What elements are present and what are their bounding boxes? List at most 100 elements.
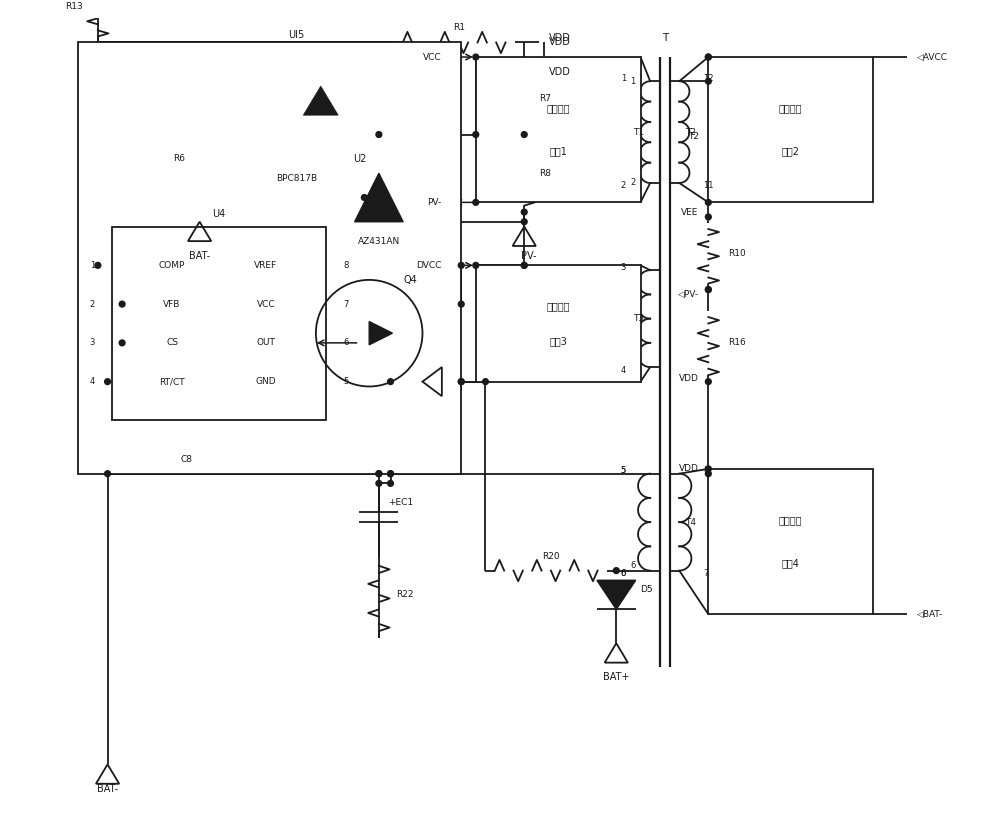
Text: ◁PV-: ◁PV- — [678, 290, 699, 299]
Text: R13: R13 — [66, 2, 83, 11]
Text: 7: 7 — [703, 569, 709, 578]
Bar — [708, 57, 873, 203]
Text: 3: 3 — [90, 338, 95, 347]
Text: VDD: VDD — [548, 66, 570, 77]
Text: D5: D5 — [641, 586, 653, 595]
Circle shape — [458, 379, 464, 385]
Circle shape — [473, 54, 479, 60]
Circle shape — [458, 262, 464, 268]
Circle shape — [473, 199, 479, 205]
Text: VDD: VDD — [679, 374, 699, 383]
Bar — [78, 42, 461, 474]
Circle shape — [521, 262, 527, 268]
Text: 整流滤波: 整流滤波 — [546, 301, 570, 311]
Circle shape — [521, 219, 527, 225]
Text: 6: 6 — [631, 561, 636, 570]
Text: 4: 4 — [90, 377, 95, 386]
Polygon shape — [355, 173, 403, 221]
Circle shape — [376, 132, 382, 137]
Circle shape — [376, 471, 382, 476]
Text: 7: 7 — [343, 300, 348, 309]
Circle shape — [521, 132, 527, 137]
Text: COMP: COMP — [159, 261, 185, 270]
Circle shape — [376, 471, 382, 476]
Text: RT/CT: RT/CT — [159, 377, 185, 386]
Text: T3: T3 — [633, 315, 644, 324]
Text: 3: 3 — [621, 263, 626, 272]
Text: R10: R10 — [728, 248, 745, 257]
Circle shape — [705, 214, 711, 220]
Text: 电路2: 电路2 — [782, 146, 800, 157]
Polygon shape — [369, 322, 392, 345]
Text: 5: 5 — [621, 467, 626, 475]
Circle shape — [376, 480, 382, 486]
Text: R6: R6 — [173, 154, 185, 163]
Circle shape — [473, 132, 479, 137]
Circle shape — [705, 287, 711, 292]
Text: VDD: VDD — [679, 464, 699, 473]
Text: BPC817B: BPC817B — [276, 174, 317, 183]
Bar — [112, 226, 326, 421]
Polygon shape — [303, 86, 338, 115]
Text: 1: 1 — [630, 77, 636, 86]
Text: 6: 6 — [343, 338, 348, 347]
Text: CS: CS — [166, 338, 178, 347]
Text: T: T — [662, 33, 668, 42]
Text: R22: R22 — [396, 591, 414, 600]
Text: UI5: UI5 — [288, 29, 305, 40]
Circle shape — [483, 379, 488, 385]
Text: 1: 1 — [621, 74, 626, 83]
Text: 12: 12 — [703, 74, 714, 83]
Text: 整流滤波: 整流滤波 — [546, 103, 570, 113]
Text: 8: 8 — [343, 261, 348, 270]
Text: R1: R1 — [453, 24, 465, 33]
Text: C8: C8 — [180, 454, 192, 464]
Text: BAT-: BAT- — [97, 784, 118, 793]
Bar — [229, 47, 364, 163]
Text: R20: R20 — [542, 551, 560, 560]
Text: R8: R8 — [539, 169, 551, 178]
Circle shape — [458, 301, 464, 307]
Text: BAT-: BAT- — [189, 251, 210, 261]
Text: U4: U4 — [212, 209, 226, 219]
Bar — [708, 469, 873, 614]
Circle shape — [613, 568, 619, 574]
Text: T2: T2 — [688, 132, 699, 141]
Text: T4: T4 — [685, 518, 696, 527]
Circle shape — [458, 379, 464, 385]
Bar — [476, 266, 641, 382]
Text: ◁BAT-: ◁BAT- — [917, 609, 943, 618]
Circle shape — [119, 301, 125, 307]
Text: 5: 5 — [621, 467, 626, 475]
Text: GND: GND — [256, 377, 276, 386]
Text: PV-: PV- — [428, 198, 442, 207]
Circle shape — [705, 78, 711, 84]
Text: VDD: VDD — [548, 33, 570, 42]
Circle shape — [119, 340, 125, 346]
Text: DVCC: DVCC — [416, 261, 442, 270]
Text: R7: R7 — [539, 94, 551, 103]
Text: U2: U2 — [353, 154, 366, 163]
Circle shape — [705, 199, 711, 205]
Circle shape — [521, 262, 527, 268]
Text: 电路3: 电路3 — [549, 336, 567, 346]
Text: VDD: VDD — [548, 38, 570, 47]
Text: PV-: PV- — [521, 251, 537, 261]
Circle shape — [388, 471, 393, 476]
Text: VFB: VFB — [163, 300, 181, 309]
Text: 4: 4 — [621, 365, 626, 374]
Text: 2: 2 — [621, 181, 626, 190]
Bar — [476, 57, 641, 203]
Text: 1: 1 — [90, 261, 95, 270]
Text: 5: 5 — [343, 377, 348, 386]
Text: OUT: OUT — [256, 338, 275, 347]
Circle shape — [105, 471, 110, 476]
Circle shape — [473, 262, 479, 268]
Text: VCC: VCC — [423, 52, 442, 61]
Circle shape — [105, 379, 110, 385]
Text: 电路4: 电路4 — [782, 558, 800, 569]
Text: 8: 8 — [703, 467, 709, 475]
Circle shape — [388, 480, 393, 486]
Circle shape — [95, 262, 101, 268]
Circle shape — [705, 54, 711, 60]
